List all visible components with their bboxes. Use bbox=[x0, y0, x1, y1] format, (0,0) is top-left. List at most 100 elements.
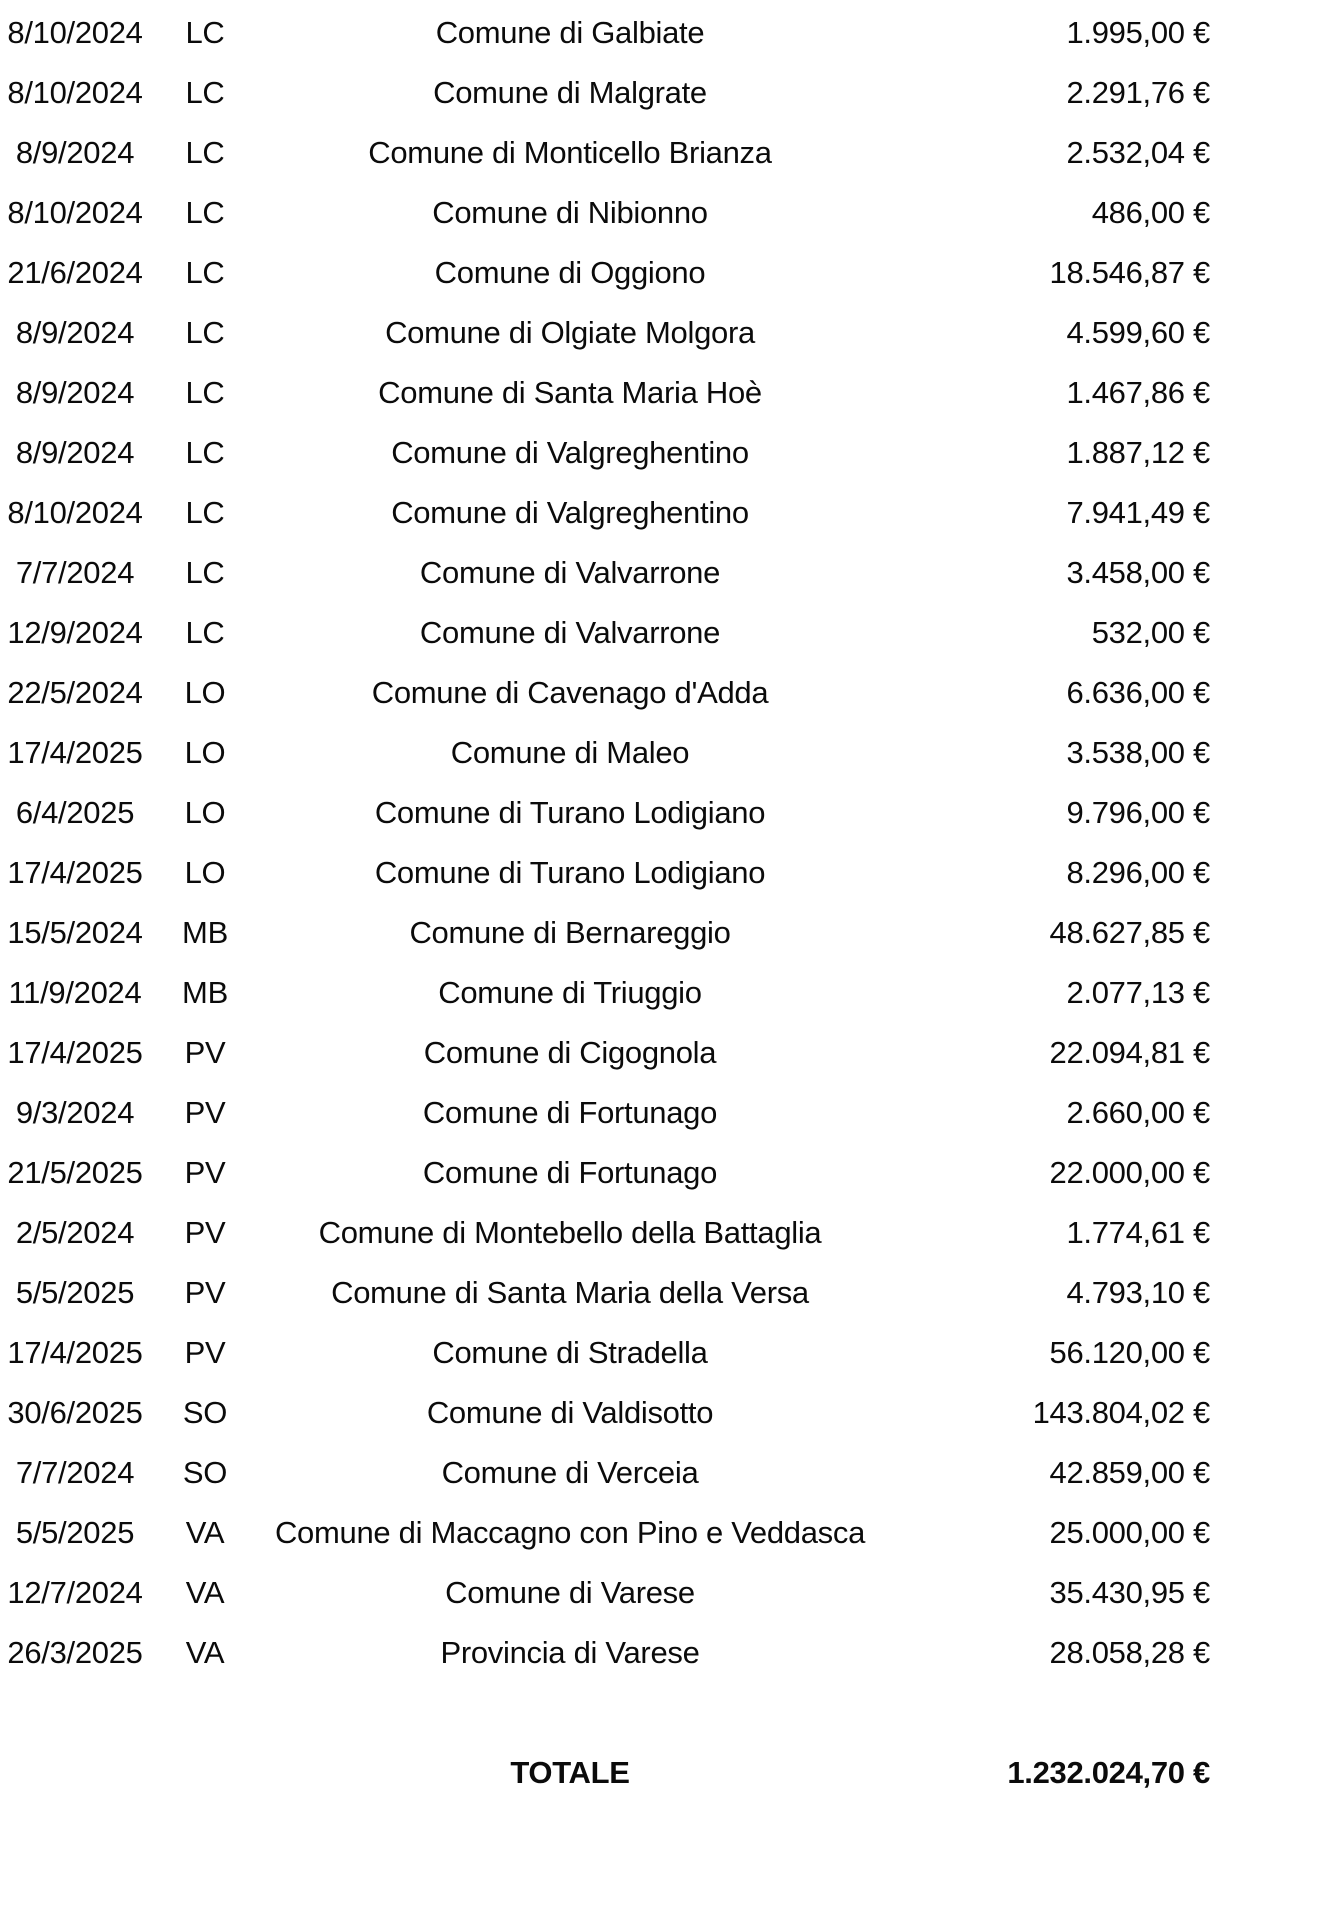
row-province: LC bbox=[185, 255, 225, 290]
row-amount: 1.467,86 € bbox=[1066, 375, 1210, 410]
row-amount: 1.887,12 € bbox=[1066, 435, 1210, 470]
row-amount: 18.546,87 € bbox=[1049, 255, 1211, 290]
row-amount: 532,00 € bbox=[1091, 615, 1211, 650]
row-province: LC bbox=[185, 15, 225, 50]
row-entity: Comune di Galbiate bbox=[435, 15, 705, 50]
row-entity: Comune di Varese bbox=[445, 1575, 695, 1610]
table-row: 12/7/2024 VA Comune di Varese 35.430,95 € bbox=[0, 1563, 1320, 1623]
table-row: 17/4/2025 LO Comune di Maleo 3.538,00 € bbox=[0, 723, 1320, 783]
row-entity: Comune di Verceia bbox=[441, 1455, 699, 1490]
table-row: 11/9/2024 MB Comune di Triuggio 2.077,13 € bbox=[0, 963, 1320, 1023]
row-date: 8/10/2024 bbox=[7, 15, 143, 50]
row-amount: 48.627,85 € bbox=[1049, 915, 1211, 950]
table-row: 8/10/2024 LC Comune di Nibionno 486,00 € bbox=[0, 183, 1320, 243]
row-entity: Comune di Montebello della Battaglia bbox=[318, 1215, 822, 1250]
row-entity: Comune di Cigognola bbox=[423, 1035, 717, 1070]
table-row: 7/7/2024 LC Comune di Valvarrone 3.458,00 € bbox=[0, 543, 1320, 603]
row-province: LC bbox=[185, 375, 225, 410]
row-entity: Comune di Turano Lodigiano bbox=[374, 855, 766, 890]
table-row: 8/9/2024 LC Comune di Monticello Brianza 2.… bbox=[0, 123, 1320, 183]
row-amount: 42.859,00 € bbox=[1049, 1455, 1211, 1490]
row-date: 30/6/2025 bbox=[7, 1395, 143, 1430]
row-date: 9/3/2024 bbox=[15, 1095, 135, 1130]
row-province: LC bbox=[185, 615, 225, 650]
row-date: 8/9/2024 bbox=[15, 435, 135, 470]
row-date: 6/4/2025 bbox=[15, 795, 135, 830]
row-date: 8/10/2024 bbox=[7, 75, 143, 110]
row-entity: Comune di Santa Maria Hoè bbox=[378, 375, 762, 410]
row-date: 17/4/2025 bbox=[7, 1035, 143, 1070]
table-row: 15/5/2024 MB Comune di Bernareggio 48.627,8… bbox=[0, 903, 1320, 963]
row-date: 2/5/2024 bbox=[15, 1215, 135, 1250]
row-date: 8/9/2024 bbox=[15, 315, 135, 350]
row-entity: Comune di Valgreghentino bbox=[391, 435, 749, 470]
blank-row bbox=[0, 1683, 1320, 1743]
row-province: PV bbox=[184, 1215, 226, 1250]
table-row: 5/5/2025 PV Comune di Santa Maria della Ve… bbox=[0, 1263, 1320, 1323]
row-province: SO bbox=[182, 1395, 228, 1430]
row-amount: 1.995,00 € bbox=[1066, 15, 1210, 50]
row-amount: 25.000,00 € bbox=[1049, 1515, 1211, 1550]
row-province: PV bbox=[184, 1095, 226, 1130]
row-entity: Comune di Valvarrone bbox=[419, 555, 721, 590]
row-date: 26/3/2025 bbox=[7, 1635, 143, 1670]
table-row: 2/5/2024 PV Comune di Montebello della Bat… bbox=[0, 1203, 1320, 1263]
table-row: 7/7/2024 SO Comune di Verceia 42.859,00 € bbox=[0, 1443, 1320, 1503]
row-province: LC bbox=[185, 315, 225, 350]
table-row: 21/5/2025 PV Comune di Fortunago 22.000,00 … bbox=[0, 1143, 1320, 1203]
row-amount: 22.000,00 € bbox=[1049, 1155, 1211, 1190]
row-date: 7/7/2024 bbox=[15, 1455, 135, 1490]
row-entity: Comune di Maleo bbox=[450, 735, 690, 770]
row-province: MB bbox=[182, 975, 228, 1010]
table-row: 21/6/2024 LC Comune di Oggiono 18.546,87 € bbox=[0, 243, 1320, 303]
row-province: LC bbox=[185, 135, 225, 170]
row-date: 12/7/2024 bbox=[7, 1575, 143, 1610]
row-amount: 22.094,81 € bbox=[1049, 1035, 1211, 1070]
row-amount: 2.532,04 € bbox=[1066, 135, 1210, 170]
row-entity: Comune di Nibionno bbox=[432, 195, 708, 230]
row-entity: Comune di Bernareggio bbox=[409, 915, 731, 950]
row-entity: Comune di Olgiate Molgora bbox=[385, 315, 755, 350]
row-province: VA bbox=[185, 1575, 225, 1610]
row-date: 21/5/2025 bbox=[7, 1155, 143, 1190]
row-date: 15/5/2024 bbox=[7, 915, 143, 950]
row-entity: Comune di Monticello Brianza bbox=[368, 135, 772, 170]
row-entity: Comune di Stradella bbox=[432, 1335, 708, 1370]
contributions-table: 8/10/2024 LC Comune di Galbiate 1.995,00 € 8… bbox=[0, 15, 1320, 1683]
row-entity: Comune di Cavenago d'Adda bbox=[371, 675, 769, 710]
row-entity: Comune di Valgreghentino bbox=[391, 495, 749, 530]
row-amount: 6.636,00 € bbox=[1066, 675, 1210, 710]
row-entity: Provincia di Varese bbox=[440, 1635, 700, 1670]
total-label: TOTALE bbox=[510, 1755, 630, 1790]
row-amount: 143.804,02 € bbox=[1032, 1395, 1211, 1430]
row-province: SO bbox=[182, 1455, 228, 1490]
row-date: 17/4/2025 bbox=[7, 1335, 143, 1370]
row-province: PV bbox=[184, 1335, 226, 1370]
row-entity: Comune di Santa Maria della Versa bbox=[331, 1275, 809, 1310]
table-row: 6/4/2025 LO Comune di Turano Lodigiano 9.79… bbox=[0, 783, 1320, 843]
row-date: 8/10/2024 bbox=[7, 195, 143, 230]
total-row: TOTALE 1.232.024,70 € bbox=[0, 1743, 1320, 1803]
row-date: 22/5/2024 bbox=[7, 675, 143, 710]
row-entity: Comune di Maccagno con Pino e Veddasca bbox=[274, 1515, 866, 1550]
row-amount: 1.774,61 € bbox=[1066, 1215, 1210, 1250]
row-date: 11/9/2024 bbox=[8, 975, 142, 1010]
row-province: MB bbox=[182, 915, 228, 950]
row-amount: 56.120,00 € bbox=[1049, 1335, 1211, 1370]
table-row: 26/3/2025 VA Provincia di Varese 28.058,28 … bbox=[0, 1623, 1320, 1683]
table-row: 8/10/2024 LC Comune di Malgrate 2.291,76 € bbox=[0, 63, 1320, 123]
table-row: 17/4/2025 LO Comune di Turano Lodigiano 8.2… bbox=[0, 843, 1320, 903]
table-row: 17/4/2025 PV Comune di Cigognola 22.094,81 … bbox=[0, 1023, 1320, 1083]
row-province: LC bbox=[185, 75, 225, 110]
row-amount: 28.058,28 € bbox=[1049, 1635, 1211, 1670]
row-entity: Comune di Oggiono bbox=[434, 255, 706, 290]
row-amount: 2.291,76 € bbox=[1066, 75, 1210, 110]
table-row: 12/9/2024 LC Comune di Valvarrone 532,00 € bbox=[0, 603, 1320, 663]
row-province: VA bbox=[185, 1515, 225, 1550]
table-row: 8/9/2024 LC Comune di Olgiate Molgora 4.599… bbox=[0, 303, 1320, 363]
table-row: 8/9/2024 LC Comune di Santa Maria Hoè 1.467… bbox=[0, 363, 1320, 423]
table-row: 17/4/2025 PV Comune di Stradella 56.120,00 … bbox=[0, 1323, 1320, 1383]
row-date: 17/4/2025 bbox=[7, 735, 143, 770]
row-entity: Comune di Valdisotto bbox=[426, 1395, 714, 1430]
